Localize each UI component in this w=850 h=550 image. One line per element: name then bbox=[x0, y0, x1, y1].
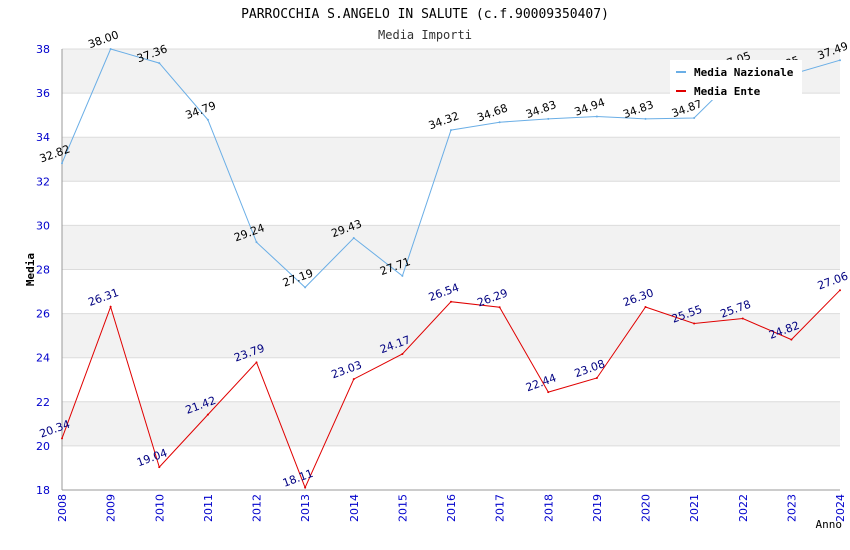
chart-subtitle: Media Importi bbox=[378, 28, 472, 42]
x-tick-label: 2018 bbox=[542, 494, 555, 522]
data-label: 23.08 bbox=[573, 357, 607, 380]
y-axis-label: Media bbox=[24, 253, 37, 286]
data-point bbox=[839, 59, 841, 62]
data-point bbox=[401, 352, 404, 355]
data-label: 34.83 bbox=[621, 98, 655, 121]
x-tick-label: 2022 bbox=[737, 494, 750, 522]
data-point bbox=[109, 48, 112, 50]
x-tick-label: 2012 bbox=[251, 494, 264, 522]
data-point bbox=[547, 117, 550, 120]
data-label: 34.68 bbox=[475, 101, 509, 124]
data-point bbox=[158, 62, 161, 65]
data-point bbox=[693, 117, 696, 120]
data-point bbox=[304, 486, 307, 489]
y-tick-label: 28 bbox=[36, 264, 50, 277]
x-tick-label: 2019 bbox=[591, 494, 604, 522]
gridlines bbox=[62, 48, 840, 491]
x-tick-label: 2024 bbox=[834, 494, 847, 522]
data-point bbox=[790, 338, 793, 341]
plot-bands bbox=[62, 49, 840, 446]
y-tick-label: 36 bbox=[36, 87, 50, 100]
data-label: 26.30 bbox=[621, 286, 655, 309]
x-tick-label: 2014 bbox=[348, 494, 361, 522]
y-tick-label: 24 bbox=[36, 352, 50, 365]
data-point bbox=[206, 118, 209, 121]
data-label: 34.83 bbox=[524, 98, 558, 121]
data-point bbox=[547, 391, 550, 394]
y-tick-label: 18 bbox=[36, 484, 50, 497]
data-point bbox=[401, 274, 404, 277]
x-tick-label: 2009 bbox=[105, 494, 118, 522]
x-tick-label: 2023 bbox=[785, 494, 798, 522]
data-label: 34.94 bbox=[573, 96, 607, 119]
data-point bbox=[158, 466, 161, 469]
y-tick-label: 34 bbox=[36, 131, 50, 144]
x-tick-label: 2015 bbox=[396, 494, 409, 522]
legend-label: Media Nazionale bbox=[694, 66, 794, 79]
y-tick-labels: 18 20 22 24 26 28 30 32 34 36 38 bbox=[36, 43, 50, 497]
legend-box bbox=[670, 60, 802, 100]
data-label: 38.00 bbox=[86, 28, 120, 51]
x-tick-label: 2013 bbox=[299, 494, 312, 522]
legend: Media Nazionale Media Ente bbox=[670, 60, 802, 100]
data-point bbox=[61, 162, 63, 165]
data-label: 19.04 bbox=[135, 446, 169, 469]
x-tick-label: 2016 bbox=[445, 494, 458, 522]
x-tick-label: 2010 bbox=[153, 494, 166, 522]
axes bbox=[61, 49, 840, 491]
plot-band bbox=[62, 313, 840, 358]
x-tick-label: 2017 bbox=[494, 494, 507, 522]
data-point bbox=[644, 305, 647, 308]
data-point bbox=[61, 437, 63, 440]
data-point bbox=[352, 378, 355, 381]
data-label: 23.03 bbox=[330, 358, 364, 381]
chart-title: PARROCCHIA S.ANGELO IN SALUTE (c.f.90009… bbox=[241, 7, 609, 22]
x-tick-labels: 2008 2009 2010 2011 2012 2013 2014 2015 2016 2017… bbox=[56, 494, 847, 522]
data-point bbox=[498, 121, 501, 124]
data-label: 34.79 bbox=[184, 99, 218, 122]
data-point bbox=[450, 129, 452, 132]
x-tick-label: 2020 bbox=[640, 494, 653, 522]
data-point bbox=[498, 306, 501, 309]
data-point bbox=[741, 317, 744, 320]
data-point bbox=[644, 117, 647, 120]
x-axis-label: Anno bbox=[816, 518, 843, 531]
y-tick-label: 20 bbox=[36, 440, 50, 453]
data-point bbox=[693, 322, 696, 325]
data-point bbox=[595, 376, 598, 379]
y-tick-label: 30 bbox=[36, 219, 50, 232]
data-label: 27.06 bbox=[816, 269, 850, 292]
data-point bbox=[595, 115, 598, 118]
x-tick-label: 2021 bbox=[688, 494, 701, 522]
data-point bbox=[352, 236, 355, 239]
data-point bbox=[839, 289, 841, 292]
x-tick-label: 2008 bbox=[56, 494, 69, 522]
y-tick-label: 22 bbox=[36, 396, 50, 409]
data-point bbox=[450, 300, 452, 303]
legend-label: Media Ente bbox=[694, 85, 761, 98]
y-tick-label: 26 bbox=[36, 308, 50, 321]
y-tick-label: 38 bbox=[36, 43, 50, 56]
plot-band bbox=[62, 401, 840, 446]
data-label: 34.87 bbox=[670, 97, 704, 120]
y-tick-label: 32 bbox=[36, 175, 50, 188]
x-tick-label: 2011 bbox=[202, 494, 215, 522]
data-point bbox=[304, 286, 307, 289]
plot-band bbox=[62, 225, 840, 270]
plot-band bbox=[62, 137, 840, 182]
data-label: 26.54 bbox=[427, 281, 461, 304]
data-point bbox=[206, 413, 209, 416]
data-point bbox=[255, 241, 258, 244]
data-point bbox=[109, 305, 112, 308]
series-lines bbox=[61, 48, 841, 489]
data-label: 26.31 bbox=[86, 286, 120, 309]
data-point bbox=[255, 361, 258, 364]
